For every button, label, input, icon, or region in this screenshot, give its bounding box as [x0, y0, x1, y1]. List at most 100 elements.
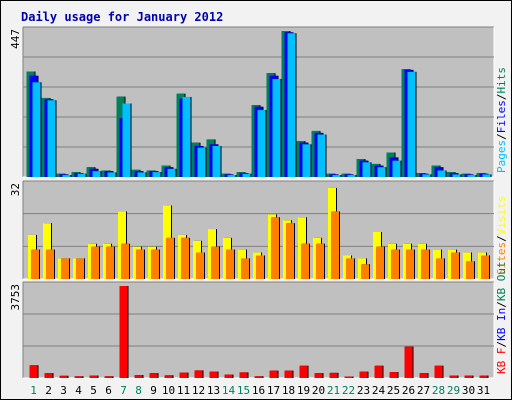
bar-kb [344, 376, 353, 378]
bar-pages [212, 145, 221, 177]
legend-entry: Sites [495, 242, 508, 275]
bar-sites [46, 249, 54, 279]
day-label: 15 [237, 384, 250, 397]
x-axis-labels: 1 2 3 4 5 6 7 8 9 10 11 12 13 14 15 16 17 18 19 20 21 22 23 24 2… [30, 384, 490, 397]
day-label: 13 [207, 384, 220, 397]
bar-sites [196, 252, 204, 279]
legend-entry: / [495, 235, 508, 242]
bar-sites [151, 249, 159, 279]
day-label: 16 [252, 384, 265, 397]
bar-pages [437, 170, 446, 177]
bar-pages [122, 103, 131, 177]
bar-pages [272, 79, 281, 177]
bar-pages [32, 82, 41, 177]
day-label: 25 [387, 384, 400, 397]
bar-sites [121, 243, 129, 279]
bar-pages [62, 175, 71, 177]
legend-entry: / [495, 133, 508, 140]
bar-pages [422, 174, 431, 177]
ymax-label: 32 [9, 183, 22, 196]
chart-title: Daily usage for January 2012 [21, 10, 223, 24]
bar-sites [286, 223, 294, 279]
bar-pages [107, 172, 116, 177]
bar-sites [421, 249, 429, 279]
bar-pages [227, 175, 236, 177]
bar-sites [136, 249, 144, 279]
bar-pages [362, 162, 371, 177]
day-label: 11 [177, 384, 190, 397]
day-label: 3 [60, 384, 67, 397]
bar-pages [377, 167, 386, 177]
bar-sites [211, 246, 219, 279]
bar-kb [89, 375, 98, 378]
legend-entry: Visits [495, 196, 508, 236]
bar-pages [167, 168, 176, 177]
day-label: 18 [282, 384, 295, 397]
bar-pages [92, 171, 101, 177]
legend-entry: KB In [495, 308, 508, 341]
bar-pages [347, 175, 356, 177]
bar-kb [314, 373, 323, 378]
bar-kb [149, 373, 158, 378]
bar-kb [179, 372, 188, 378]
bar-pages [317, 134, 326, 177]
bar-sites [481, 255, 489, 279]
bar-kb [29, 365, 38, 378]
day-label: 22 [342, 384, 355, 397]
bar-kb [104, 376, 113, 378]
ymax-label: 447 [9, 29, 22, 49]
day-label: 19 [297, 384, 310, 397]
bar-pages [467, 175, 476, 177]
day-label: 27 [417, 384, 430, 397]
bar-sites [76, 258, 84, 279]
day-label: 21 [327, 384, 340, 397]
bar-pages [332, 175, 341, 177]
bar-sites [91, 246, 99, 279]
bar-pages [47, 100, 56, 177]
bar-pages [137, 172, 146, 177]
bar-kb [434, 365, 443, 378]
bar-sites [226, 249, 234, 279]
day-label: 4 [75, 384, 82, 397]
bar-sites [376, 246, 384, 279]
bar-pages [302, 144, 311, 177]
legend-entry: Files [495, 100, 508, 133]
bar-pages [482, 174, 491, 177]
bar-kb [374, 365, 383, 378]
bar-kb [194, 370, 203, 378]
bar-kb [59, 375, 68, 378]
bar-kb [419, 373, 428, 378]
day-label: 5 [90, 384, 97, 397]
bar-pages [392, 160, 401, 177]
bar-kb [134, 375, 143, 378]
bar-sites [301, 243, 309, 279]
panel-hits-files-pages: 447 Pages/Files/Hits [9, 26, 508, 178]
bar-sites [241, 258, 249, 279]
bar-sites [31, 249, 39, 279]
day-label: 20 [312, 384, 325, 397]
day-label: 28 [432, 384, 445, 397]
legend-entry: KB F [495, 348, 508, 375]
bar-kb [404, 346, 413, 378]
bar-sites [466, 261, 474, 279]
bar-kb [44, 373, 53, 378]
bar-kb [74, 376, 83, 378]
day-label: 8 [135, 384, 142, 397]
bar-pages [182, 96, 191, 177]
bar-kb [119, 286, 128, 378]
bar-sites [436, 258, 444, 279]
day-label: 31 [477, 384, 490, 397]
day-label: 10 [162, 384, 175, 397]
legend: KB F/KB In/KB Out [495, 261, 508, 374]
bar-sites [316, 243, 324, 279]
day-label: 2 [45, 384, 52, 397]
bar-sites [346, 258, 354, 279]
legend: Pages/Files/Hits [495, 67, 508, 173]
day-label: 1 [30, 384, 37, 397]
bar-sites [271, 217, 279, 279]
day-label: 26 [402, 384, 415, 397]
bar-sites [106, 246, 114, 279]
ymax-label: 3753 [9, 284, 22, 311]
day-label: 7 [120, 384, 127, 397]
